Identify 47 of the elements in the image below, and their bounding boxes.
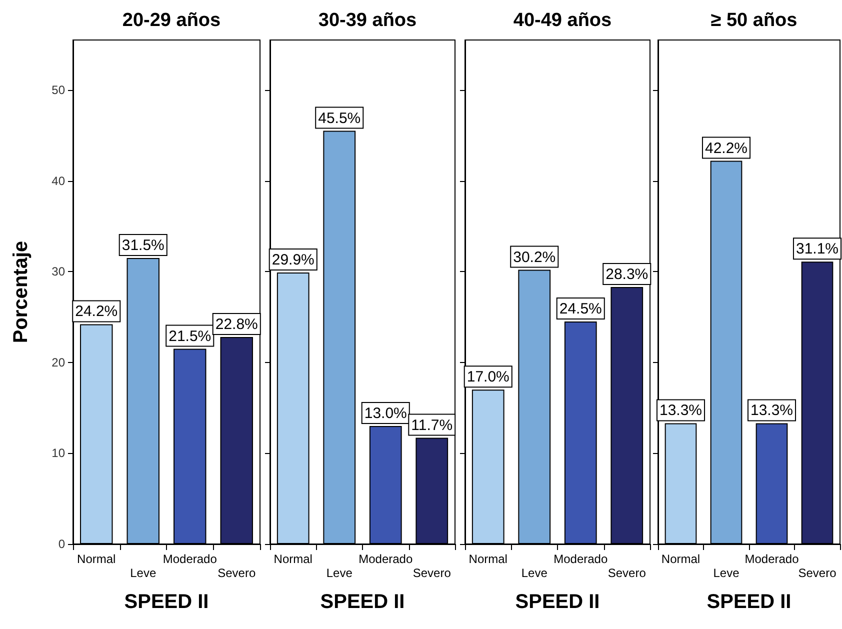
chart-title: 40-49 años	[513, 10, 612, 31]
x-tick-label: Normal	[77, 552, 116, 566]
x-axis-title: SPEED II	[320, 591, 405, 613]
data-label: 17.0%	[466, 368, 510, 386]
x-tick-label: Normal	[468, 552, 508, 566]
data-label: 24.2%	[75, 303, 118, 320]
data-label: 13.3%	[659, 402, 702, 420]
x-tick-label: Leve	[521, 566, 548, 580]
data-label: 24.5%	[559, 300, 602, 318]
x-axis-title: SPEED II	[515, 591, 600, 613]
x-tick-label: Severo	[798, 566, 837, 580]
y-tick-label: 30	[52, 264, 66, 279]
x-tick-label: Moderado	[162, 552, 218, 566]
x-axis-title: SPEED II	[124, 591, 209, 613]
data-label: 31.1%	[796, 240, 839, 258]
x-axis-title: SPEED II	[706, 591, 792, 613]
x-tick-label: Normal	[274, 552, 312, 566]
data-label: 31.5%	[122, 236, 164, 254]
x-tick-label: Severo	[412, 566, 452, 580]
data-label: 13.0%	[364, 404, 407, 422]
data-label: 13.3%	[750, 402, 794, 420]
chart-title: 30-39 años	[318, 10, 417, 31]
x-tick-label: Moderado	[744, 552, 800, 566]
y-tick-label: 10	[52, 446, 66, 460]
x-tick-label: Severo	[218, 566, 256, 580]
y-tick-label: 50	[52, 82, 66, 97]
data-label: 42.2%	[704, 140, 748, 157]
data-label: 30.2%	[513, 248, 556, 266]
x-tick-label: Moderado	[554, 552, 608, 566]
data-label: 22.8%	[215, 316, 258, 333]
x-tick-label: Normal	[661, 552, 700, 566]
x-tick-label: Leve	[713, 566, 740, 580]
y-axis-title: Porcentaje	[10, 240, 32, 344]
x-tick-label: Leve	[130, 566, 156, 580]
chart-title: 20-29 años	[122, 10, 221, 31]
chart-title: ≥ 50 años	[710, 10, 798, 31]
data-label: 29.9%	[272, 251, 314, 268]
data-label: 21.5%	[168, 328, 212, 345]
x-tick-label: Leve	[326, 566, 353, 580]
x-tick-label: Moderado	[358, 552, 413, 566]
y-tick-label: 20	[52, 355, 66, 370]
y-tick-label: 0	[58, 537, 66, 551]
x-tick-label: Severo	[608, 566, 646, 580]
data-label: 28.3%	[606, 266, 648, 284]
data-label: 45.5%	[318, 110, 361, 127]
data-label: 11.7%	[411, 416, 453, 434]
y-tick-label: 40	[52, 174, 66, 188]
